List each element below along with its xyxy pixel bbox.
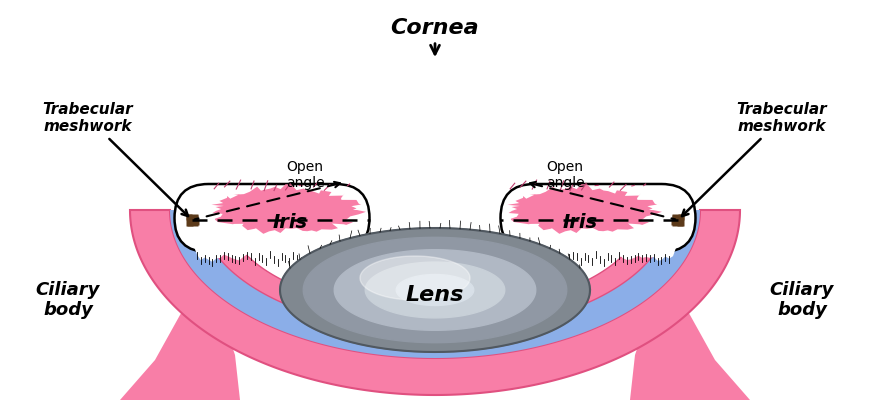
Text: Iris: Iris — [561, 214, 597, 232]
Polygon shape — [200, 210, 669, 332]
Text: Ciliary
body: Ciliary body — [769, 281, 833, 319]
Polygon shape — [280, 228, 589, 352]
Polygon shape — [0, 110, 240, 400]
Polygon shape — [169, 210, 700, 358]
Polygon shape — [365, 262, 504, 318]
Polygon shape — [211, 184, 366, 234]
Text: Iris: Iris — [272, 214, 308, 232]
Text: Ciliary
body: Ciliary body — [36, 281, 100, 319]
Text: Open
angle: Open angle — [285, 160, 324, 190]
FancyBboxPatch shape — [500, 184, 694, 252]
Polygon shape — [187, 228, 356, 262]
Text: Trabecular
meshwork: Trabecular meshwork — [43, 102, 188, 216]
Polygon shape — [129, 210, 740, 395]
Polygon shape — [513, 228, 682, 262]
Polygon shape — [303, 237, 566, 343]
Text: Lens: Lens — [405, 285, 464, 305]
Polygon shape — [334, 250, 535, 330]
FancyBboxPatch shape — [175, 184, 369, 252]
Polygon shape — [395, 274, 474, 306]
Polygon shape — [360, 256, 469, 300]
Text: Trabecular
meshwork: Trabecular meshwork — [681, 102, 826, 216]
Polygon shape — [507, 184, 661, 234]
Text: Open
angle: Open angle — [545, 160, 584, 190]
Polygon shape — [629, 110, 869, 400]
Text: Cornea: Cornea — [390, 18, 479, 54]
